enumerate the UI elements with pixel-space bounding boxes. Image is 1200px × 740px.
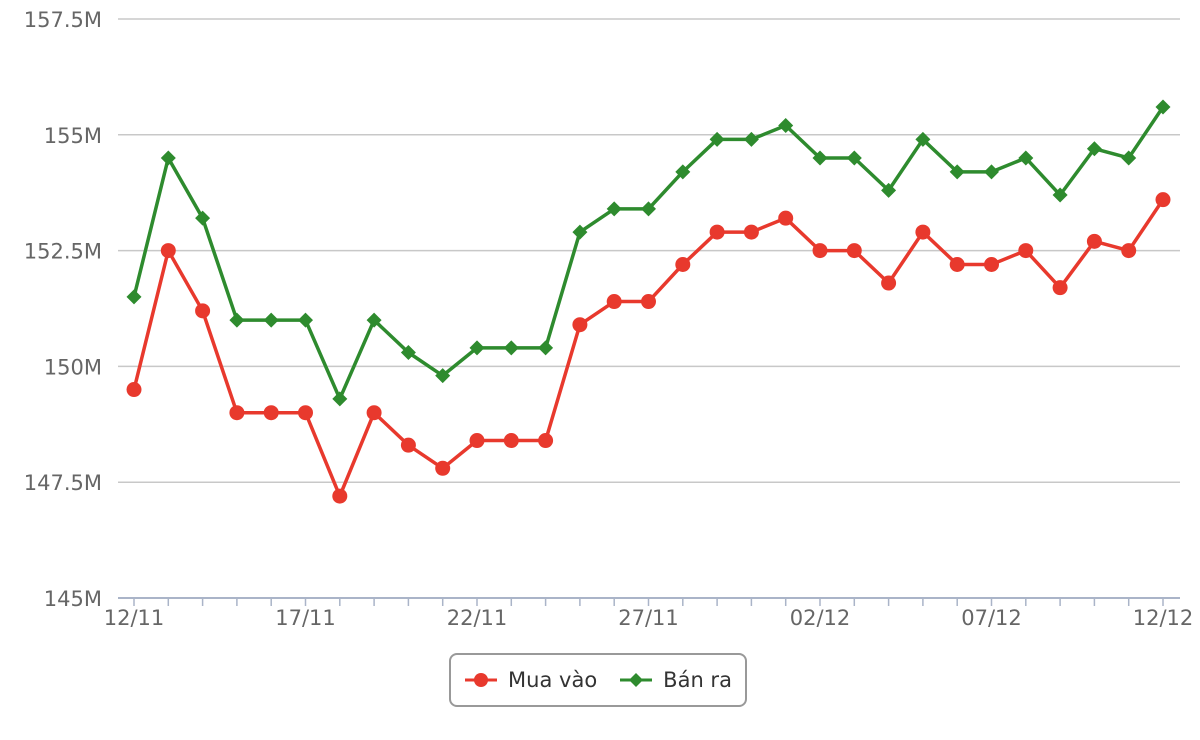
x-tick-label: 12/11 (104, 606, 165, 630)
data-point (812, 150, 828, 166)
data-point (572, 224, 588, 240)
x-tick-label: 07/12 (961, 606, 1022, 630)
data-point (195, 210, 211, 226)
circle-marker-icon (465, 673, 498, 687)
y-tick-label: 150M (44, 355, 102, 379)
series-line-0 (132, 198, 1165, 498)
data-point (1155, 99, 1171, 115)
series-0 (126, 192, 1171, 504)
data-point (1155, 192, 1171, 208)
diamond-marker-icon (620, 673, 653, 687)
data-point (1121, 150, 1137, 166)
legend: Mua vào Bán ra (449, 653, 747, 707)
data-point (469, 433, 485, 449)
data-point (298, 405, 313, 421)
data-point (1018, 150, 1034, 166)
data-point (606, 294, 622, 310)
data-point (229, 405, 245, 421)
data-point (160, 150, 176, 166)
data-point (195, 303, 211, 319)
data-point (332, 391, 348, 407)
series-layer (126, 99, 1171, 504)
data-point (1086, 233, 1102, 249)
data-point (641, 201, 656, 217)
data-point (812, 243, 828, 259)
data-point (606, 201, 622, 217)
y-tick-label: 152.5M (24, 240, 102, 264)
data-point (949, 256, 965, 272)
data-point (675, 164, 691, 180)
y-tick-label: 145M (44, 587, 102, 611)
data-point (400, 437, 416, 453)
data-point (1018, 243, 1034, 259)
data-point (984, 256, 999, 272)
data-point (503, 340, 519, 356)
y-axis-tick-labels: 145M 147.5M 150M 152.5M 155M 157.5M (24, 8, 102, 611)
data-point (1052, 280, 1068, 296)
data-point (846, 243, 862, 259)
x-tick-label: 17/11 (275, 606, 336, 630)
legend-item-series-1[interactable]: Bán ra (619, 668, 732, 692)
data-point (435, 368, 451, 384)
data-point (263, 405, 279, 421)
data-point (709, 131, 725, 147)
data-point (400, 345, 416, 361)
data-point (572, 317, 588, 333)
data-point (778, 118, 794, 134)
data-point (743, 131, 759, 147)
data-point (846, 150, 862, 166)
data-point (984, 164, 999, 180)
data-point (160, 243, 176, 259)
legend-label-series-0: Mua vào (508, 668, 598, 692)
data-point (1052, 187, 1068, 203)
data-point (263, 312, 279, 328)
data-point (229, 312, 245, 328)
data-point (709, 224, 725, 240)
data-point (126, 289, 142, 305)
data-point (778, 210, 794, 226)
y-tick-label: 157.5M (24, 8, 102, 32)
data-point (1086, 141, 1102, 157)
series-1 (126, 99, 1171, 407)
y-tick-label: 147.5M (24, 471, 102, 495)
data-point (538, 340, 554, 356)
data-point (366, 405, 382, 421)
data-point (675, 256, 691, 272)
data-point (503, 433, 519, 449)
data-point (469, 340, 485, 356)
data-point (915, 224, 931, 240)
data-point (915, 131, 931, 147)
data-point (881, 182, 897, 198)
data-point (298, 312, 313, 328)
data-point (881, 275, 897, 291)
x-tick-label: 22/11 (447, 606, 508, 630)
x-tick-label: 12/12 (1133, 606, 1194, 630)
data-point (126, 382, 142, 398)
data-point (1121, 243, 1137, 259)
x-axis: 12/11 17/11 22/11 27/11 02/12 07/12 12/12 (104, 597, 1194, 630)
x-tick-label: 27/11 (618, 606, 679, 630)
data-point (641, 294, 656, 310)
legend-label-series-1: Bán ra (663, 668, 732, 692)
x-tick-label: 02/12 (790, 606, 851, 630)
y-tick-label: 155M (44, 124, 102, 148)
data-point (538, 433, 554, 449)
data-point (435, 460, 451, 476)
data-point (949, 164, 965, 180)
series-line-1 (132, 106, 1165, 401)
data-point (743, 224, 759, 240)
data-point (366, 312, 382, 328)
data-point (332, 488, 348, 504)
legend-item-series-0[interactable]: Mua vào (464, 668, 597, 692)
